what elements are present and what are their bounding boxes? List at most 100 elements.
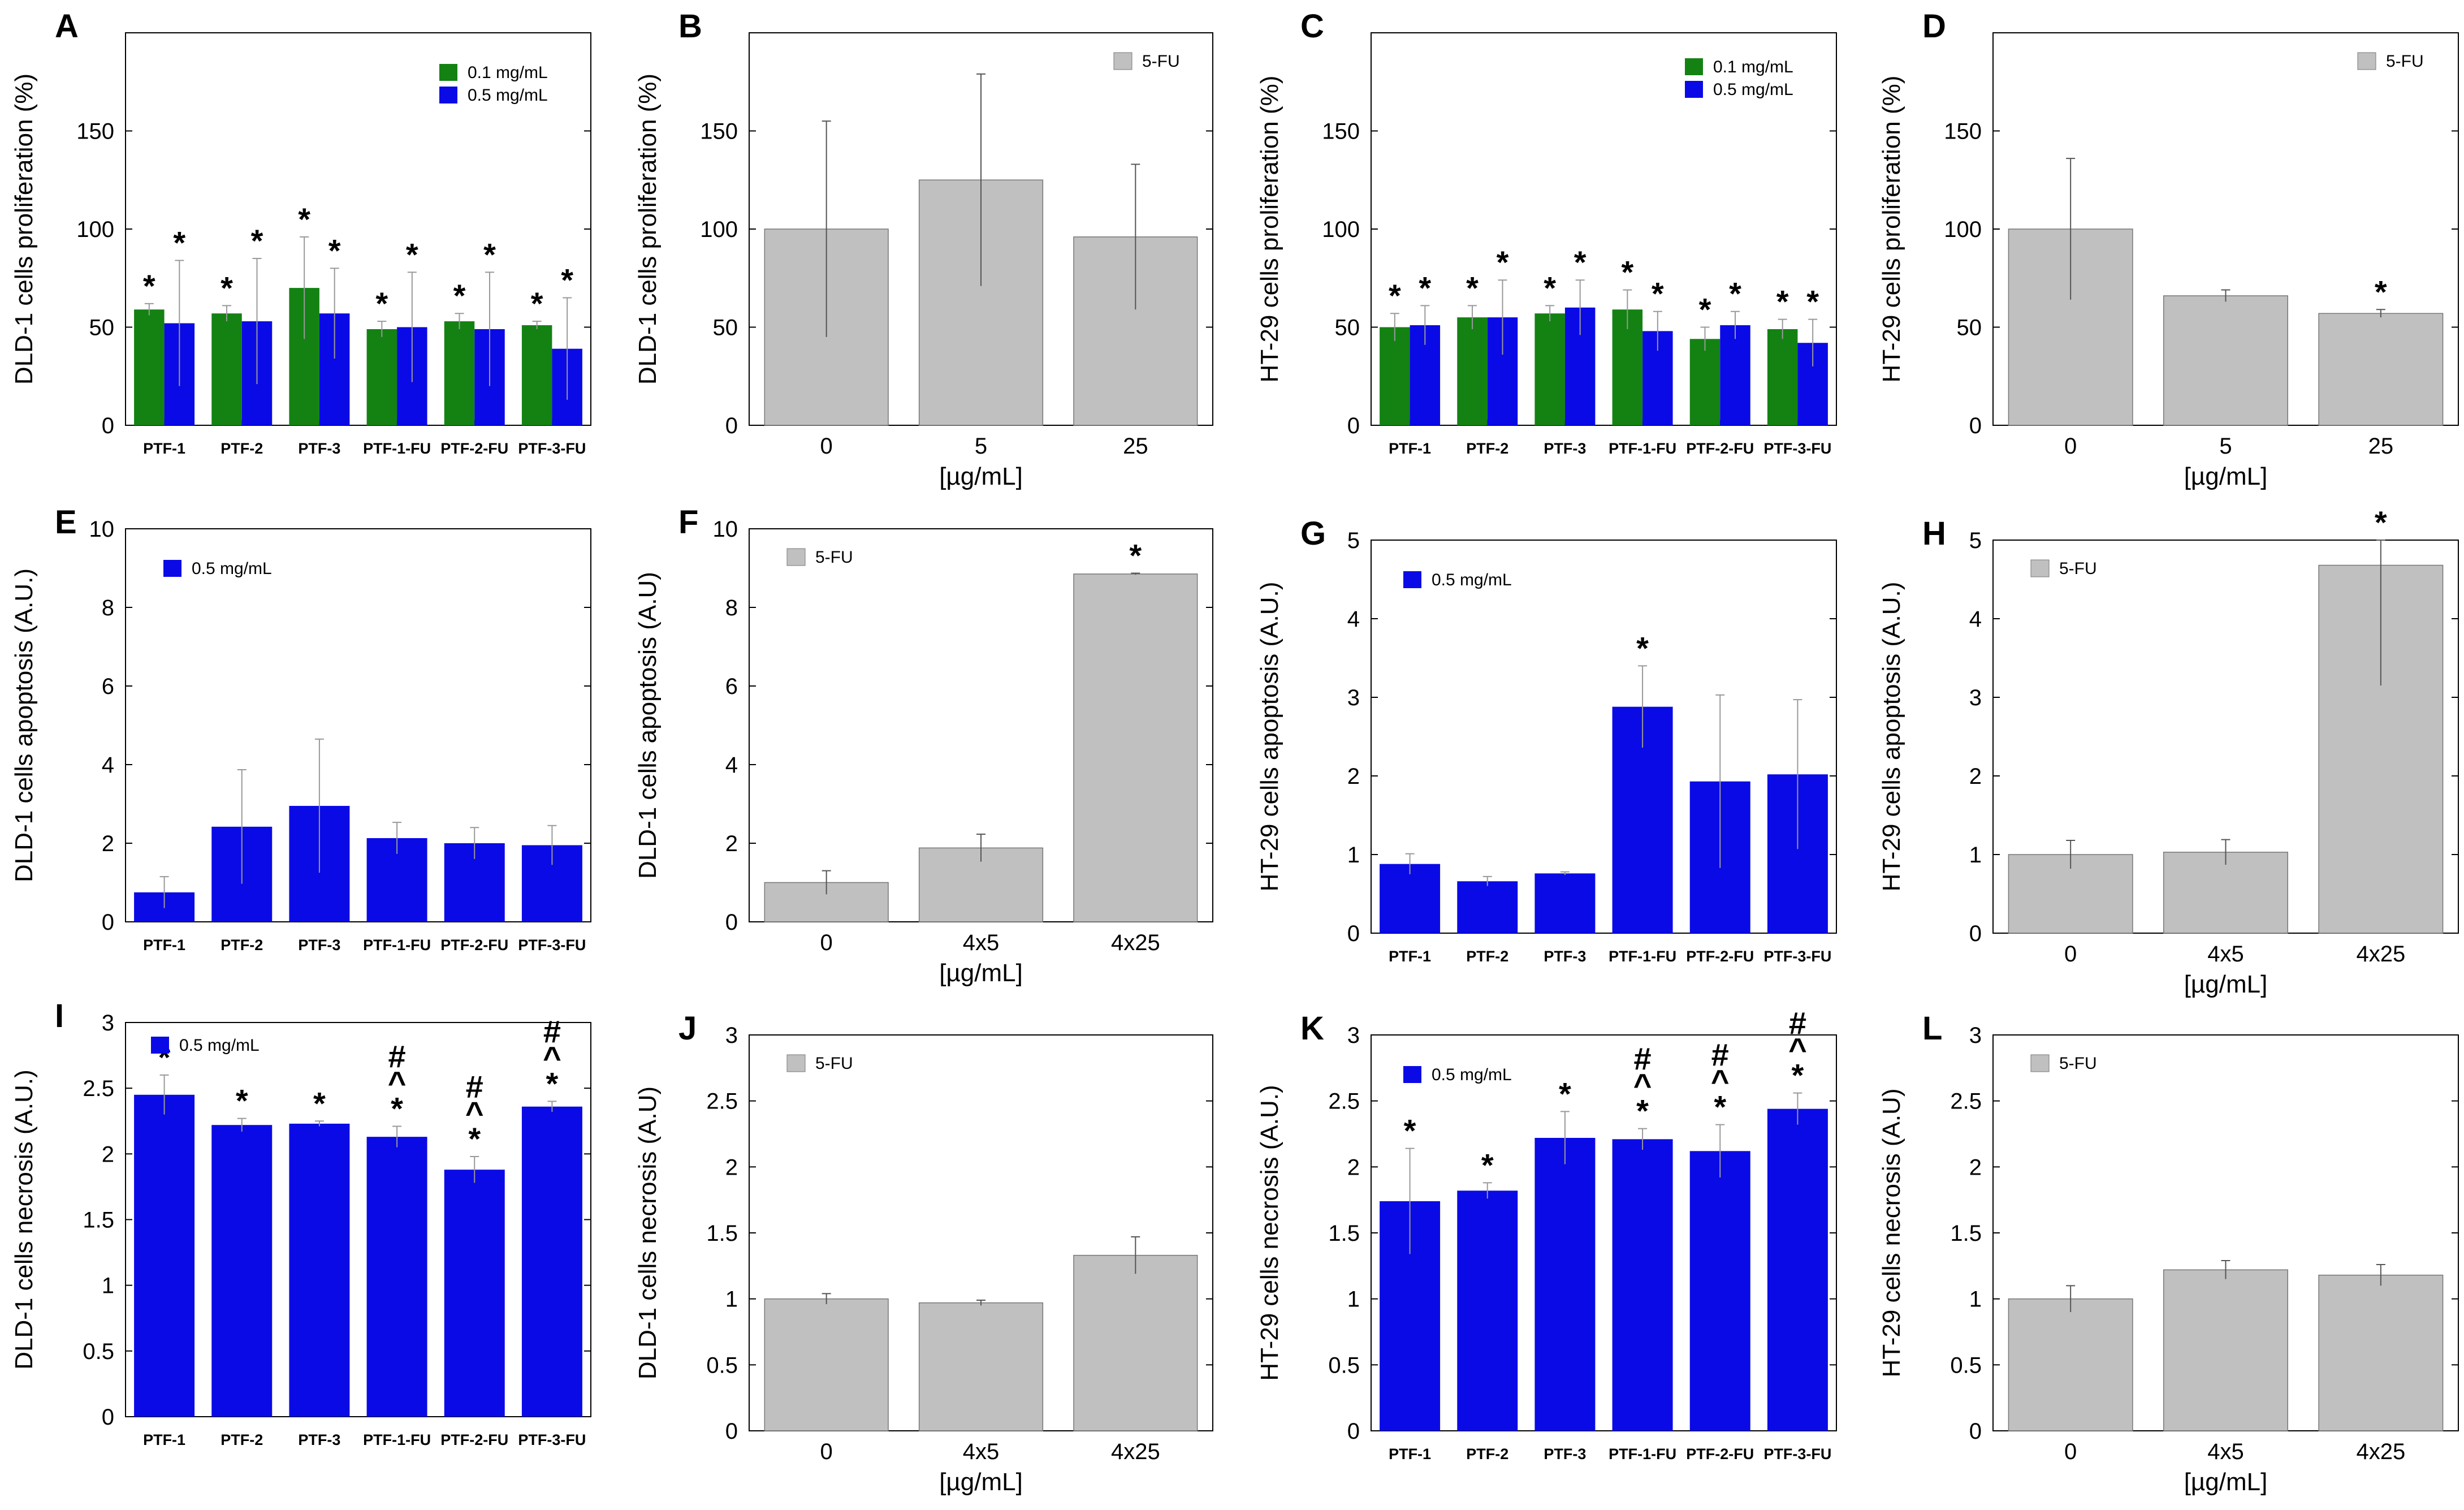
panel-J: J 0 0.5 1 1.5 2 2.5 3 DLD-1 cells necrosis (A.U)… — [634, 1010, 1213, 1496]
y-tick-label: 6 — [725, 674, 738, 699]
y-tick-label: 0 — [725, 910, 738, 935]
y-axis-label: HT-29 cells proliferation (%) — [1878, 76, 1905, 383]
legend-label: 0.5 mg/mL — [1432, 1065, 1512, 1084]
significance-mark: * — [406, 236, 418, 272]
panel-label: F — [678, 504, 698, 541]
significance-line: ^ — [543, 1039, 561, 1075]
plot-frame — [1371, 1034, 1837, 1431]
x-tick-label: PTF-3 — [1544, 1446, 1586, 1462]
x-tick-label: PTF-1-FU — [1609, 948, 1676, 965]
x-tick-label: 4x5 — [2207, 942, 2244, 967]
bar — [2163, 295, 2288, 426]
y-tick-label: 1 — [725, 1287, 738, 1312]
y-tick-label: 0.5 — [706, 1353, 738, 1378]
y-tick-label: 2 — [102, 831, 114, 856]
significance-line: * — [453, 278, 466, 313]
significance-line: * — [375, 286, 388, 321]
y-tick-label: 50 — [713, 316, 738, 340]
x-tick-label: 0 — [2064, 1439, 2077, 1464]
x-tick-label: 4x5 — [963, 930, 1000, 955]
panel-K: K 0 0.5 1 1.5 2 2.5 3 HT-29 cells necrosis (A.U.… — [1256, 1006, 1837, 1462]
bar — [1767, 1108, 1828, 1431]
bar — [2318, 1274, 2444, 1431]
significance-line: ^ — [465, 1095, 484, 1131]
x-axis-label: [µg/mL] — [2184, 1468, 2268, 1496]
significance-line: * — [1792, 1058, 1804, 1093]
significance-mark: * — [1481, 1147, 1494, 1183]
legend-label: 5-FU — [2059, 559, 2097, 578]
significance-mark: * — [483, 236, 496, 272]
y-tick-label: 150 — [1322, 119, 1360, 144]
y-tick-label: 2 — [725, 831, 738, 856]
legend-swatch — [163, 560, 181, 577]
significance-mark: * — [1544, 270, 1556, 305]
y-tick-label: 1 — [102, 1274, 114, 1298]
bar — [521, 1106, 582, 1417]
y-tick-label: 1 — [1969, 843, 1982, 868]
x-tick-label: 4x25 — [2356, 1439, 2405, 1464]
significance-line: * — [1729, 276, 1741, 312]
bar — [1612, 1139, 1673, 1431]
legend-label: 5-FU — [815, 1054, 853, 1073]
significance-line: * — [531, 286, 543, 321]
panel-I: I 0 0.5 1 1.5 2 2.5 3 DLD-1 cells necrosis (A.U.… — [10, 998, 591, 1448]
y-tick-label: 1 — [1347, 843, 1360, 868]
y-tick-label: 4 — [1969, 607, 1982, 632]
bar — [1073, 1254, 1198, 1431]
significance-line: ^ — [1633, 1067, 1652, 1103]
x-tick-label: PTF-2-FU — [1686, 440, 1754, 457]
x-tick-label: PTF-2-FU — [1686, 948, 1754, 965]
significance-mark: # ^ * — [543, 1013, 561, 1101]
y-axis-label: HT-29 cells proliferation (%) — [1256, 76, 1283, 383]
bar — [444, 1170, 505, 1417]
bar — [134, 309, 165, 425]
significance-mark: * — [313, 1085, 326, 1121]
y-axis-label: HT-29 cells necrosis (A.U) — [1878, 1088, 1905, 1377]
bar — [1380, 327, 1410, 425]
x-tick-label: PTF-2-FU — [440, 440, 508, 457]
x-tick-label: PTF-3 — [298, 937, 340, 954]
significance-mark: * — [1806, 284, 1819, 320]
significance-mark: * — [1419, 270, 1431, 305]
panel-label: A — [55, 8, 79, 45]
y-tick-label: 100 — [76, 217, 114, 242]
y-tick-label: 0 — [102, 910, 114, 935]
y-tick-label: 2 — [1969, 764, 1982, 789]
significance-line: ^ — [388, 1065, 407, 1101]
x-tick-label: PTF-2-FU — [1686, 1446, 1754, 1462]
x-axis-label: [µg/mL] — [2184, 463, 2268, 490]
significance-line: * — [1636, 1093, 1649, 1129]
y-axis-label: HT-29 cells necrosis (A.U.) — [1256, 1085, 1283, 1380]
significance-mark: * — [221, 270, 233, 305]
bar — [2163, 1269, 2288, 1431]
panel-label: D — [1922, 8, 1946, 45]
y-tick-label: 2 — [1347, 764, 1360, 789]
x-tick-label: PTF-3-FU — [1763, 948, 1831, 965]
bar — [1457, 881, 1518, 933]
bar — [1534, 1138, 1596, 1431]
bar — [2163, 852, 2288, 934]
x-tick-label: PTF-1-FU — [1609, 440, 1676, 457]
significance-mark: * — [561, 262, 573, 297]
y-tick-label: 10 — [89, 517, 115, 542]
panel-G: G 0 1 2 3 4 5 HT-29 cells apoptosis (A.U.) PTF-1… — [1256, 515, 1837, 965]
y-tick-label: 1.5 — [1950, 1221, 1982, 1246]
panel-label: H — [1922, 515, 1946, 552]
bar — [1767, 329, 1798, 425]
y-tick-label: 1.5 — [83, 1208, 114, 1233]
legend-label: 5-FU — [2386, 52, 2424, 71]
y-tick-label: 0.5 — [1950, 1353, 1982, 1378]
x-tick-label: 0 — [2064, 434, 2077, 459]
significance-mark: * — [1776, 284, 1789, 320]
significance-mark: * — [2375, 274, 2387, 309]
panel-C: C 0 50 100 150 HT-29 cells proliferation (%) P… — [1256, 8, 1837, 457]
y-axis-label: DLD-1 cells necrosis (A.U.) — [10, 1069, 38, 1370]
panel-label: K — [1300, 1010, 1324, 1047]
y-tick-label: 100 — [700, 217, 738, 242]
y-tick-label: 0 — [102, 413, 114, 438]
y-tick-label: 3 — [1347, 685, 1360, 710]
y-tick-label: 2.5 — [1950, 1089, 1982, 1114]
panel-E: E 0 2 4 6 8 10 DLD-1 cells apoptosis (A.U.) PTF-… — [10, 504, 591, 954]
significance-line: * — [313, 1085, 326, 1121]
significance-line: * — [1404, 1113, 1416, 1149]
